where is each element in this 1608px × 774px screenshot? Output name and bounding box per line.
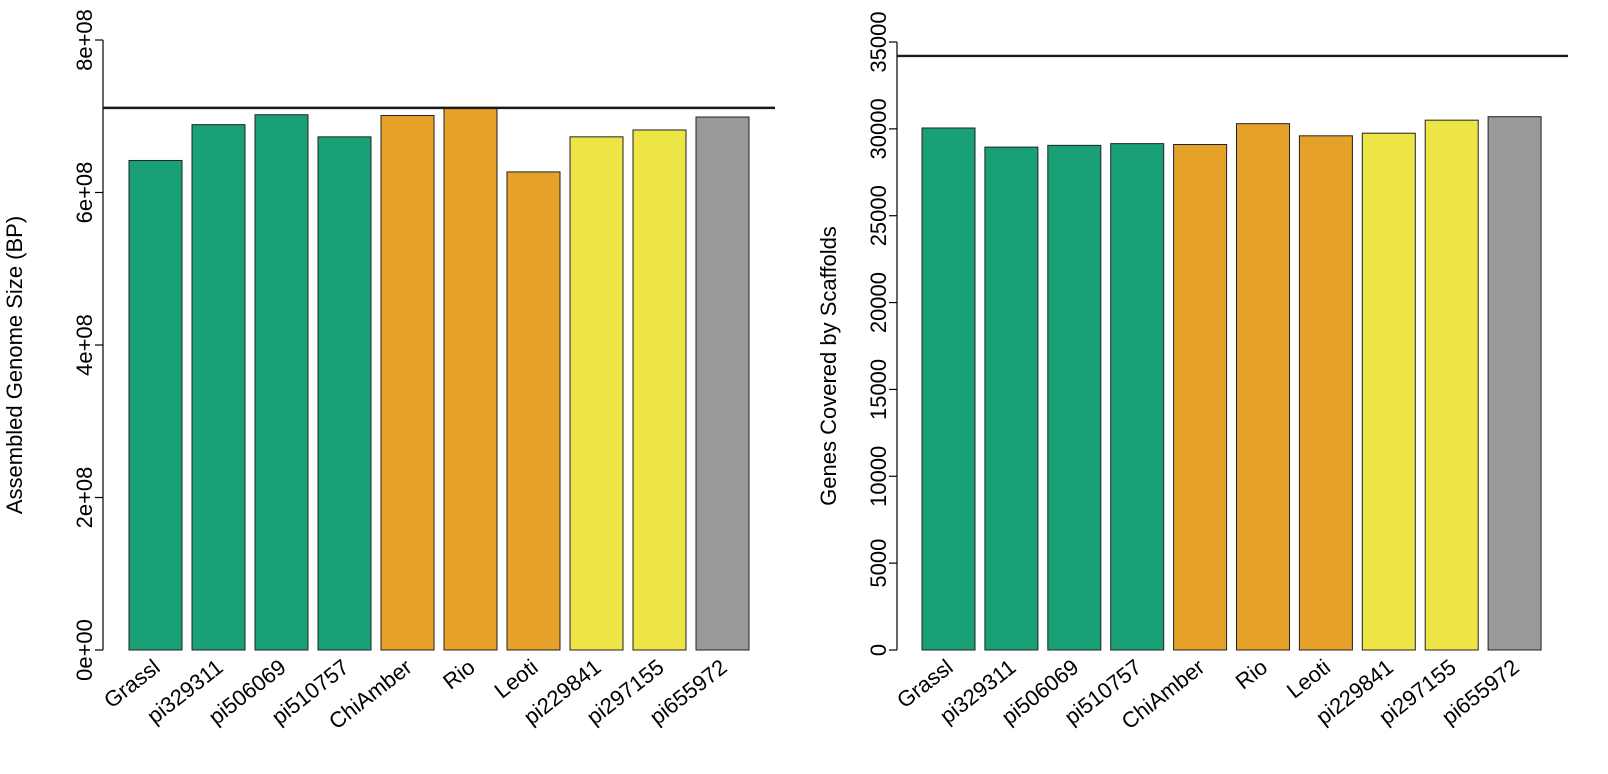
- y-tick-label: 20000: [866, 272, 891, 333]
- y-tick-label: 2e+08: [72, 467, 97, 529]
- bar-pi506069: [1047, 144, 1102, 651]
- x-category-label: Leoti: [490, 654, 543, 703]
- bar-leoti: [1298, 135, 1353, 651]
- bar-pi510757: [1110, 143, 1165, 651]
- bar-pi329311: [191, 124, 246, 651]
- bar-pi229841: [569, 136, 624, 651]
- genome-size-chart: 0e+00 2e+08 4e+08 6e+08 8e+08 Assembled Genom…: [2, 9, 775, 734]
- bar-pi297155: [1424, 119, 1479, 651]
- y-tick-label: 35000: [866, 11, 891, 72]
- y-tick-label: 25000: [866, 185, 891, 246]
- y-tick-label: 8e+08: [72, 9, 97, 71]
- bar-rio: [443, 107, 498, 651]
- bar-leoti: [506, 171, 561, 651]
- y-axis-title: Assembled Genome Size (BP): [2, 216, 27, 514]
- genes-covered-chart: 0 5000 10000 15000 20000 25000 30000 35000 Genes…: [816, 11, 1568, 734]
- bar-grassl: [921, 127, 976, 651]
- x-category-label: Leoti: [1282, 654, 1335, 703]
- x-category-label: Rio: [1231, 654, 1272, 694]
- bar-rio: [1236, 123, 1290, 651]
- y-axis-title: Genes Covered by Scaffolds: [816, 226, 841, 506]
- bar-grassl: [128, 159, 183, 651]
- x-category-label: Rio: [438, 654, 479, 694]
- bar-chiamber: [1173, 143, 1228, 651]
- bar-pi510757: [317, 136, 372, 651]
- y-tick-label: 5000: [866, 539, 891, 588]
- y-tick-label: 15000: [866, 359, 891, 420]
- bar-pi506069: [254, 114, 309, 651]
- y-tick-label: 0e+00: [72, 619, 97, 681]
- bar-pi229841: [1361, 132, 1416, 651]
- bar-chiamber: [380, 114, 435, 651]
- y-tick-label: 4e+08: [72, 314, 97, 376]
- y-tick-label: 0: [866, 644, 891, 656]
- bar-pi329311: [984, 146, 1039, 651]
- bar-pi655972: [1487, 116, 1542, 651]
- y-tick-label: 10000: [866, 446, 891, 507]
- y-tick-label: 6e+08: [72, 162, 97, 224]
- y-tick-label: 30000: [866, 98, 891, 159]
- bar-pi297155: [632, 129, 687, 651]
- bar-pi655972: [695, 116, 750, 651]
